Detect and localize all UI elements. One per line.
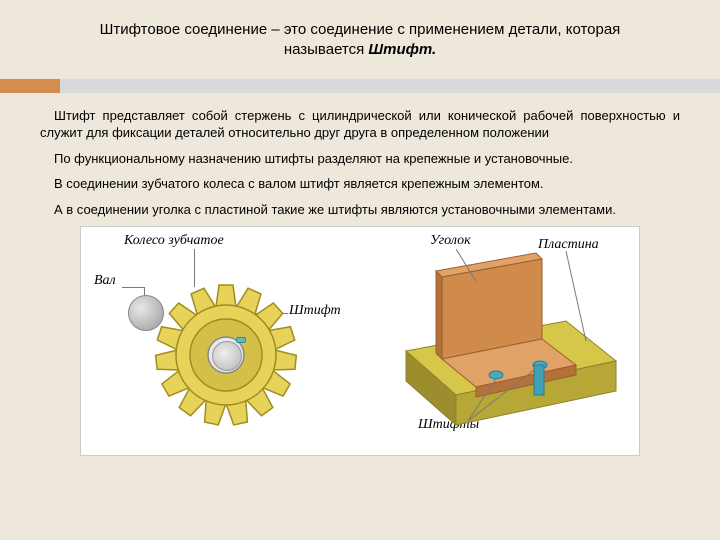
diagram-area: Колесо зубчатое Вал Штифт [80,226,640,456]
leader-gear [194,249,195,287]
accent-right [60,79,720,93]
plate-iso-icon [366,231,626,451]
diagram-angle-panel: Уголок Пластина Штифты [366,231,626,451]
accent-left [0,79,60,93]
accent-bar [0,79,720,93]
pin-dot-icon [236,337,246,343]
diagram-gear-panel: Колесо зубчатое Вал Штифт [94,231,354,451]
paragraph-3: В соединении зубчатого колеса с валом шт… [40,175,680,193]
title-line2-prefix: называется [284,41,369,58]
title-line1: Штифтовое соединение – это соединение с … [100,21,621,38]
slide-title: Штифтовое соединение – это соединение с … [40,20,680,61]
title-emph: Штифт. [368,41,436,58]
paragraph-1: Штифт представляет собой стержень с цили… [40,107,680,142]
label-shaft: Вал [94,273,116,289]
paragraph-2: По функциональному назначению штифты раз… [40,150,680,168]
leader-shaft-h [122,287,144,288]
paragraph-4: А в соединении уголка с пластиной такие … [40,201,680,219]
label-gear: Колесо зубчатое [124,233,224,249]
